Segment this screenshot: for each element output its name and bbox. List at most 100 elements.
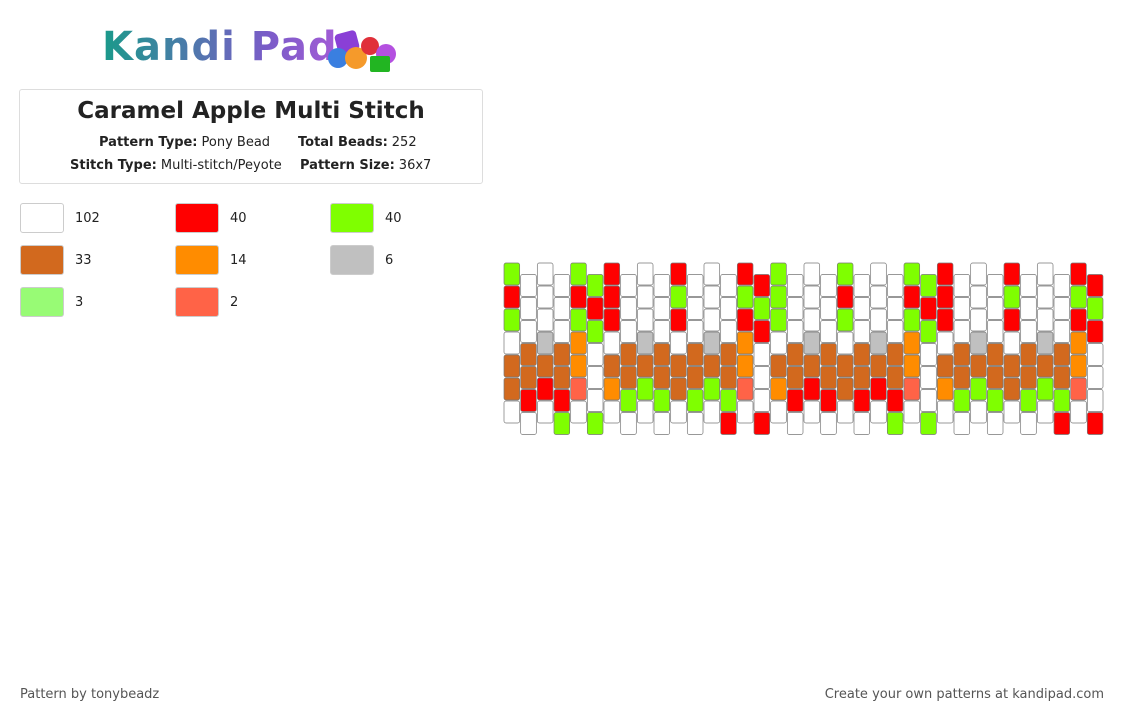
bead [903,354,921,378]
bead [1003,308,1021,332]
bead [903,262,921,286]
bead [570,331,587,355]
bead [770,262,787,286]
bead [886,412,904,435]
bead [820,343,837,366]
legend-swatch [175,203,219,233]
bead [970,377,987,401]
bead [803,377,821,401]
bead [536,285,554,309]
bead [753,412,771,435]
bead [770,354,787,378]
bead [786,366,804,389]
bead [853,274,871,297]
bead [553,412,571,435]
bead [536,354,554,378]
bead [570,285,587,309]
bead [653,389,671,412]
bead [636,377,654,401]
bead [570,308,587,332]
bead [1020,297,1037,320]
bead [903,308,921,332]
bead [853,320,871,343]
bead [953,343,971,366]
footer-link[interactable]: Create your own patterns at kandipad.com [824,687,1104,702]
bead [920,297,937,320]
bead [870,285,887,309]
bead [736,354,754,378]
bead [1053,412,1071,435]
bead [736,377,754,401]
bead [970,308,987,332]
bead [986,343,1004,366]
bead [953,320,971,343]
bead [1086,343,1104,366]
bead [870,308,887,332]
bead [636,262,654,286]
bead [970,354,987,378]
bead [503,331,521,355]
bead [1003,262,1021,286]
bead [553,389,571,412]
info-value: Pony Bead [201,135,271,150]
legend-count: 3 [75,295,84,310]
bead [703,285,721,309]
bead [536,400,554,424]
bead [536,308,554,332]
bead [520,320,537,343]
bead [686,412,704,435]
bead [553,320,571,343]
bead [1036,262,1054,286]
bead [720,320,737,343]
bead [703,308,721,332]
bead [1070,331,1087,355]
bead [1020,389,1037,412]
bead [920,274,937,297]
bead [836,377,854,401]
bead [936,308,954,332]
bead [1036,308,1054,332]
bead [1036,331,1054,355]
bead [920,320,937,343]
bead [603,400,621,424]
bead [1003,285,1021,309]
footer-credit: Pattern by tonybeadz [20,687,160,702]
bead [1036,285,1054,309]
bead [836,308,854,332]
bead [936,354,954,378]
info-item: Total Beads: 252 [298,135,417,150]
bead [1003,400,1021,424]
bead [770,331,787,355]
bead [886,297,904,320]
bead [770,400,787,424]
bead [720,412,737,435]
bead [986,389,1004,412]
bead [953,366,971,389]
bead [803,331,821,355]
pattern-card: Caramel Apple Multi Stitch [19,89,483,184]
bead [1036,400,1054,424]
bead [1053,320,1071,343]
info-label: Pattern Size: [300,158,395,173]
info-item: Pattern Size: 36x7 [300,158,431,173]
bead [786,274,804,297]
bead [786,412,804,435]
bead [886,274,904,297]
bead [753,297,771,320]
bead [1086,297,1104,320]
bead [820,297,837,320]
bead [520,412,537,435]
bead [1020,343,1037,366]
bead [920,389,937,412]
bead [653,297,671,320]
bead [720,366,737,389]
bead [870,354,887,378]
legend-count: 102 [75,211,100,226]
bead [520,366,537,389]
bead [836,285,854,309]
bead [503,354,521,378]
bead [820,274,837,297]
bead [936,285,954,309]
bead [703,262,721,286]
bead [803,285,821,309]
